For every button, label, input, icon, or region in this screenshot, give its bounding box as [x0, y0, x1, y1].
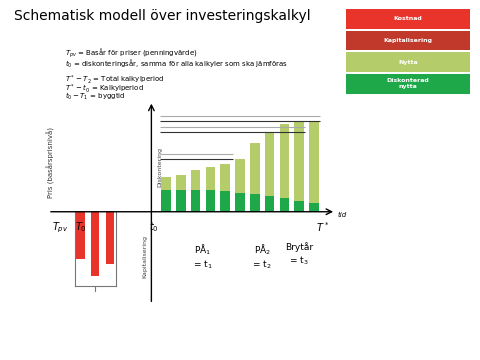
Text: Diskontering: Diskontering [157, 147, 162, 187]
Text: $T^* - T_2$ = Total kalkylperiod: $T^* - T_2$ = Total kalkylperiod [65, 74, 165, 86]
Bar [106, 212, 114, 264]
Text: PÅ$_1$
= t$_1$: PÅ$_1$ = t$_1$ [193, 243, 213, 271]
Text: $t_0$: $t_0$ [149, 220, 158, 234]
Bar [220, 191, 230, 212]
Bar [161, 177, 171, 190]
Bar [76, 212, 84, 258]
Bar [279, 124, 289, 198]
Bar [294, 201, 304, 212]
Text: $T_{pv}$: $T_{pv}$ [52, 220, 68, 235]
Bar [279, 198, 289, 212]
Bar [176, 190, 186, 212]
Text: Kapitalisering: Kapitalisering [142, 235, 147, 278]
Text: Diskonterad
nytta: Diskonterad nytta [386, 78, 430, 89]
Text: Schematisk modell över investeringskalkyl: Schematisk modell över investeringskalky… [14, 9, 311, 23]
Bar [191, 170, 201, 190]
Text: Kapitalisering: Kapitalisering [384, 38, 432, 43]
Bar [91, 212, 99, 276]
Text: $t_0 - T_1$ = byggtid: $t_0 - T_1$ = byggtid [65, 90, 125, 102]
Text: Pris (basårsprisnivå): Pris (basårsprisnivå) [47, 127, 55, 198]
Bar [161, 190, 171, 212]
Text: tid: tid [337, 212, 347, 218]
Text: $T^* - t_0$ = Kalkylperiod: $T^* - t_0$ = Kalkylperiod [65, 82, 144, 95]
Bar [191, 190, 201, 212]
Bar [205, 167, 215, 190]
Text: ⚙ TRAFIKVERKET: ⚙ TRAFIKVERKET [383, 342, 470, 351]
Bar [205, 190, 215, 212]
Text: $T_{pv}$ = Basår för priser (penningvärde): $T_{pv}$ = Basår för priser (penningvärd… [65, 47, 197, 60]
Text: PÅ$_2$
= t$_2$: PÅ$_2$ = t$_2$ [252, 243, 272, 271]
Text: 13    2014-05-05: 13 2014-05-05 [12, 343, 71, 350]
Text: Brytår
= t$_3$: Brytår = t$_3$ [285, 243, 313, 267]
Bar [309, 203, 319, 212]
Bar [265, 196, 275, 212]
Bar [176, 175, 186, 190]
Bar [294, 121, 304, 201]
Bar [220, 164, 230, 191]
Bar [265, 132, 275, 196]
Bar [235, 193, 245, 212]
Text: $T_0$: $T_0$ [74, 220, 86, 234]
Bar [309, 121, 319, 203]
Bar [235, 159, 245, 193]
Text: Kostnad: Kostnad [394, 17, 422, 21]
Bar [250, 143, 260, 194]
Text: $t_0$ = diskonteringsår, samma för alla kalkyler som ska jämföras: $t_0$ = diskonteringsår, samma för alla … [65, 58, 288, 70]
Bar [250, 194, 260, 212]
Text: Nytta: Nytta [398, 60, 418, 64]
Text: $T^*$: $T^*$ [316, 220, 329, 234]
